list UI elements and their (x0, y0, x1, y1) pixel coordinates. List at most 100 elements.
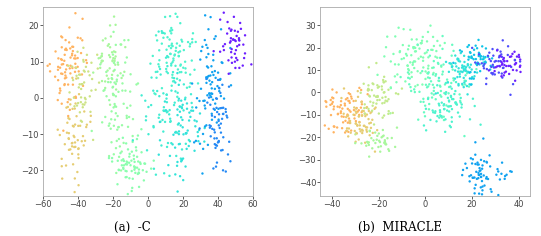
Point (453, 57, 462, 60)
Point (406, 28, 414, 32)
Point (74, 36, 82, 40)
Point (329, 105, 338, 109)
Point (230, 29, 239, 33)
Point (118, 123, 127, 127)
Point (420, 51, 429, 55)
Point (116, 42, 125, 46)
Point (151, 34, 160, 37)
Point (434, 62, 443, 66)
Point (465, 85, 473, 88)
Point (207, 64, 216, 68)
Point (363, 126, 372, 129)
Point (57, 45, 66, 49)
Point (438, 116, 446, 119)
Point (473, 163, 482, 166)
Point (151, 70, 160, 74)
Point (451, 54, 460, 57)
Point (411, 60, 419, 63)
Point (451, 77, 459, 80)
Point (434, 79, 443, 83)
Point (111, 111, 120, 115)
Point (147, 167, 155, 171)
Point (213, 144, 221, 148)
Point (465, 66, 474, 69)
Point (429, 35, 438, 39)
Point (445, 99, 453, 102)
Point (103, 69, 112, 72)
Point (202, 76, 210, 79)
Point (424, 64, 433, 67)
Point (149, 89, 157, 93)
Point (494, 170, 503, 173)
Point (364, 92, 372, 96)
Point (125, 161, 134, 165)
Point (203, 93, 212, 97)
Point (451, 62, 460, 65)
Point (214, 140, 223, 144)
Point (202, 77, 210, 81)
Point (421, 70, 430, 73)
Point (338, 107, 347, 110)
Point (213, 110, 221, 114)
Point (456, 48, 464, 52)
Point (233, 58, 242, 62)
Point (407, 70, 416, 74)
Point (76, 124, 84, 128)
Point (452, 102, 460, 105)
Point (120, 159, 128, 163)
Point (351, 129, 359, 133)
Point (372, 61, 381, 65)
Point (458, 82, 466, 86)
Point (444, 91, 453, 95)
Point (437, 95, 446, 99)
Point (167, 46, 175, 50)
Point (126, 152, 134, 156)
Point (463, 45, 472, 49)
Point (212, 143, 220, 147)
Text: (a)  -C: (a) -C (114, 221, 151, 234)
Point (507, 65, 516, 69)
Point (94, 56, 103, 60)
Point (337, 111, 345, 115)
Point (69, 124, 77, 128)
Point (170, 53, 179, 56)
Point (380, 101, 389, 105)
Point (111, 23, 120, 27)
Point (84, 70, 93, 73)
Point (436, 93, 445, 97)
Point (357, 91, 365, 95)
Point (360, 102, 369, 106)
Point (490, 69, 499, 73)
Point (155, 113, 163, 117)
Point (467, 68, 476, 72)
Point (61, 74, 70, 77)
Point (380, 138, 389, 142)
Point (211, 146, 220, 150)
Point (154, 62, 163, 66)
Point (66, 148, 75, 151)
Point (111, 43, 120, 47)
Point (458, 83, 467, 87)
Point (421, 114, 430, 118)
Point (368, 118, 377, 122)
Point (128, 186, 136, 190)
Point (458, 66, 466, 70)
Point (162, 93, 171, 97)
Point (156, 67, 164, 71)
Point (209, 49, 218, 53)
Point (200, 104, 209, 107)
Point (428, 96, 437, 99)
Point (204, 96, 213, 100)
Point (443, 109, 452, 112)
Point (477, 185, 485, 189)
Point (241, 34, 249, 37)
Point (175, 78, 184, 82)
Point (69, 45, 77, 49)
Point (424, 97, 432, 101)
Point (365, 65, 373, 69)
Point (78, 72, 87, 76)
Point (201, 125, 209, 128)
Point (219, 135, 228, 139)
Point (169, 59, 178, 62)
Point (63, 63, 71, 67)
